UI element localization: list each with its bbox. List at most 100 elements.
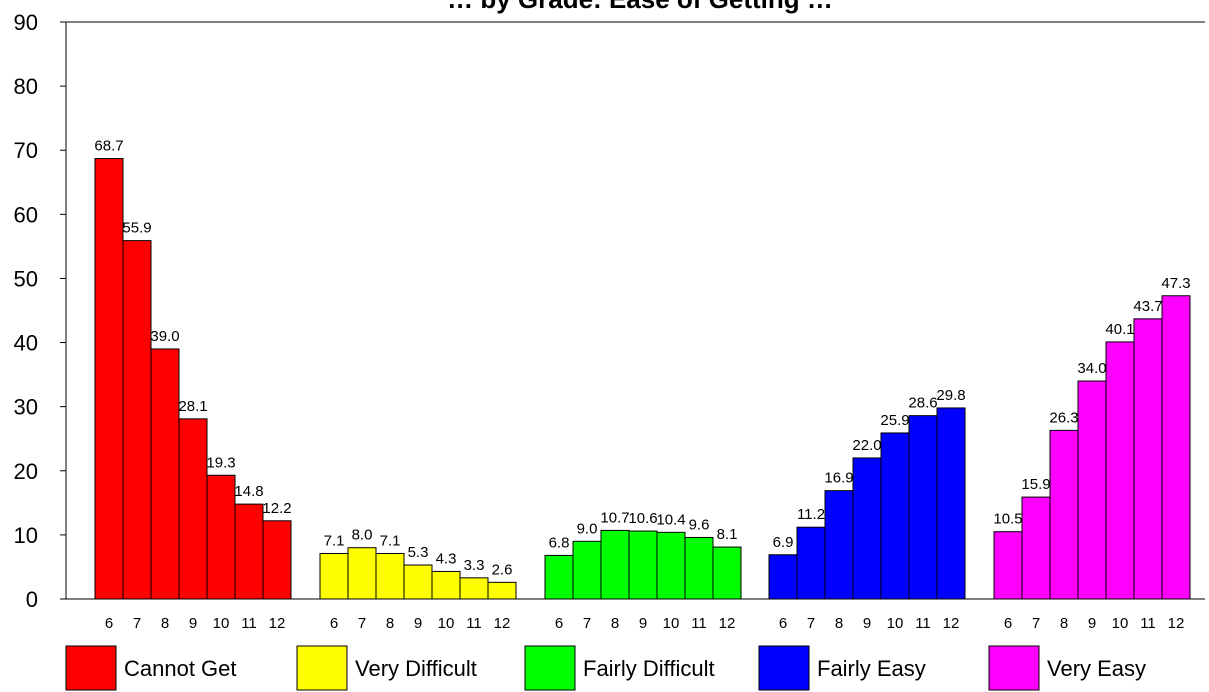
x-tick-label: 9 [863,615,871,632]
x-tick-label: 10 [663,615,680,632]
x-tick-label: 6 [779,615,787,632]
bar [375,552,405,600]
bar [852,457,882,600]
data-label: 22.0 [852,437,881,454]
data-label: 10.5 [993,511,1022,528]
bar [347,547,377,600]
bar [1021,496,1051,600]
x-tick-label: 7 [133,615,141,632]
y-tick-label: 30 [14,395,38,420]
bar [178,418,208,600]
legend-label: Very Easy [1047,656,1146,681]
bar [234,503,264,600]
x-tick-label: 12 [1168,615,1185,632]
x-tick-label: 10 [213,615,230,632]
bar [684,536,714,600]
legend-item: Cannot Get [65,645,237,691]
bar [459,577,489,600]
legend-swatch [988,645,1040,691]
x-tick-label: 11 [915,615,931,632]
bar [880,432,910,600]
x-tick-label: 7 [583,615,591,632]
x-tick-label: 11 [241,615,257,632]
x-tick-label: 10 [1112,615,1129,632]
bar [993,531,1023,600]
legend-item: Very Difficult [296,645,477,691]
bar [262,520,292,600]
bar [936,407,966,600]
x-tick-label: 8 [1060,615,1068,632]
data-label: 15.9 [1021,476,1050,493]
legend-swatch [65,645,117,691]
x-tick-label: 8 [611,615,619,632]
x-tick-label: 7 [358,615,366,632]
data-label: 4.3 [436,550,457,567]
x-tick-label: 7 [1032,615,1040,632]
bar [94,158,124,600]
x-tick-label: 6 [555,615,563,632]
data-label: 7.1 [324,532,345,549]
bar [1161,295,1191,600]
y-tick-label: 60 [14,202,38,227]
chart-title: … by Grade: Ease of Getting … [447,0,833,14]
data-label: 6.9 [773,534,794,551]
data-label: 10.4 [656,511,685,528]
x-tick-label: 9 [189,615,197,632]
x-tick-label: 6 [1004,615,1012,632]
bar [122,240,152,600]
x-tick-label: 12 [943,615,960,632]
bar [712,546,742,600]
data-label: 9.6 [689,516,710,533]
legend-swatch [758,645,810,691]
x-tick-label: 9 [414,615,422,632]
x-tick-label: 6 [330,615,338,632]
bar [600,529,630,600]
bar [628,530,658,600]
data-label: 25.9 [880,412,909,429]
x-tick-label: 9 [1088,615,1096,632]
data-label: 11.2 [797,506,825,523]
bar-group-very-easy: 10.5 6 15.9 7 26.3 8 34.0 9 40.1 10 43.7 11 47.3 12 [993,275,1190,632]
legend-item: Very Easy [988,645,1146,691]
data-label: 29.8 [936,387,965,404]
legend-label: Fairly Difficult [583,656,715,681]
bar [824,490,854,600]
bar [908,415,938,600]
y-tick-label: 90 [14,10,38,35]
x-tick-label: 11 [466,615,482,632]
legend-swatch [524,645,576,691]
legend-item: Fairly Easy [758,645,926,691]
bar [768,554,798,600]
data-label: 3.3 [464,557,485,574]
bar [206,474,236,600]
data-label: 68.7 [94,138,123,155]
bar [431,570,461,600]
y-tick-label: 70 [14,138,38,163]
legend: Cannot Get Very Difficult Fairly Difficult… [65,645,1146,691]
legend-swatch [296,645,348,691]
x-tick-label: 8 [161,615,169,632]
bar [150,348,180,600]
bar [544,554,574,600]
data-label: 55.9 [122,220,151,237]
y-tick-label: 0 [26,587,38,612]
axes: 0 10 20 30 40 50 60 70 80 90 [14,10,1205,612]
bar [1049,429,1079,600]
bar [403,564,433,600]
bar [656,531,686,600]
x-tick-label: 11 [691,615,707,632]
x-tick-label: 10 [887,615,904,632]
x-tick-label: 12 [269,615,286,632]
bar [1133,318,1163,600]
data-label: 12.2 [262,500,291,517]
data-label: 34.0 [1077,360,1106,377]
x-tick-label: 6 [105,615,113,632]
x-tick-label: 9 [639,615,647,632]
y-tick-label: 20 [14,459,38,484]
data-label: 10.6 [628,510,657,527]
legend-label: Cannot Get [124,656,237,681]
data-label: 7.1 [380,532,401,549]
bar [796,526,826,600]
x-tick-label: 7 [807,615,815,632]
